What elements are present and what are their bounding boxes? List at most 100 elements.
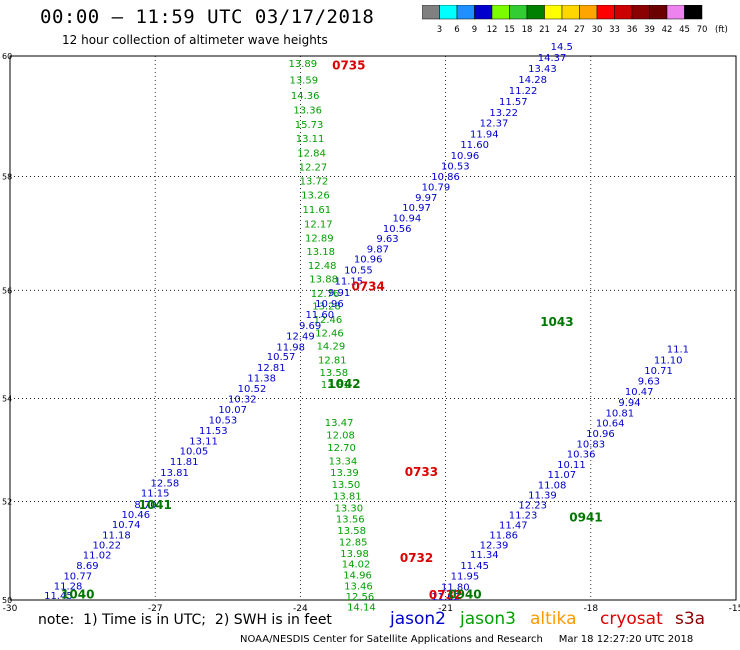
satellite-altika-label: altika <box>530 609 577 629</box>
wave-height-label: 9.87 <box>367 244 389 255</box>
wave-height-label: 10.56 <box>383 224 412 235</box>
wave-height-label: 11.45 <box>44 591 73 602</box>
wave-height-label: 10.22 <box>92 540 121 551</box>
satellite-cryosat-label: cryosat <box>600 609 663 629</box>
wave-height-label: 10.83 <box>576 439 605 450</box>
wave-height-label: 10.53 <box>209 416 238 427</box>
wave-height-label: 10.71 <box>644 366 673 377</box>
wave-height-label: 10.53 <box>441 161 470 172</box>
pass-time-label: 1040 <box>61 588 94 602</box>
lon-tick-label: -24 <box>293 604 308 614</box>
wave-height-label: 10.11 <box>557 460 586 471</box>
wave-height-label: 15.73 <box>295 120 324 131</box>
wave-height-label: 11.80 <box>441 582 470 593</box>
wave-height-label: 11.15 <box>334 277 363 288</box>
wave-height-label: 11.94 <box>470 129 499 140</box>
colorbar-tick-label: 6 <box>454 25 459 35</box>
wave-height-label: 10.07 <box>218 405 247 416</box>
colorbar-tick-label: 27 <box>574 25 585 35</box>
wave-height-label: 8.70 <box>134 500 156 511</box>
wave-height-label: 8.69 <box>76 561 98 572</box>
wave-height-label: 11.23 <box>509 511 538 522</box>
wave-height-label: 10.52 <box>238 384 267 395</box>
wave-height-label: 10.81 <box>606 408 635 419</box>
pass-time-label: 0733 <box>405 465 438 479</box>
wave-height-label: 10.97 <box>402 203 431 214</box>
wave-height-label: 10.64 <box>596 419 625 430</box>
colorbar-tick-label: 12 <box>487 25 498 35</box>
wave-height-label: 13.81 <box>160 468 189 479</box>
wave-height-label: 14.96 <box>343 571 372 582</box>
wave-height-label: 13.39 <box>330 468 359 479</box>
page-title: 00:00 – 11:59 UTC 03/17/2018 <box>40 6 375 28</box>
wave-height-label: 11.1 <box>667 345 689 356</box>
lat-tick-label: 52 <box>2 497 12 506</box>
pass-time-label: 0732 <box>429 588 462 602</box>
wave-height-label: 13.43 <box>528 64 557 75</box>
wave-height-label: 11.38 <box>247 373 276 384</box>
wave-height-label: 11.62 <box>431 592 460 603</box>
wave-height-label: 11.02 <box>83 551 112 562</box>
colorbar-unit: (ft) <box>715 25 728 35</box>
wave-height-label: 9.63 <box>376 234 398 245</box>
wave-height-label: 11.10 <box>654 355 683 366</box>
wave-height-label: 13.30 <box>334 504 363 515</box>
wave-height-label: 13.89 <box>288 59 317 70</box>
wave-height-label: 12.39 <box>480 540 509 551</box>
lat-tick-label: 54 <box>2 394 12 403</box>
wave-height-label: 12.46 <box>314 315 343 326</box>
wave-height-label: 13.18 <box>306 247 335 258</box>
pass-time-label: 0734 <box>351 279 384 293</box>
lat-tick-label: 58 <box>2 172 12 181</box>
wave-height-label: 10.55 <box>344 266 373 277</box>
wave-height-label: 11.98 <box>276 342 305 353</box>
wave-height-label: 13.36 <box>293 105 322 116</box>
colorbar-tick-label: 21 <box>539 25 550 35</box>
satellite-s3a-label: s3a <box>675 609 706 629</box>
pass-time-label: 0940 <box>448 588 481 602</box>
wave-height-label: 10.86 <box>431 172 460 183</box>
pass-time-label: 1041 <box>138 498 171 512</box>
wave-height-label: 13.26 <box>301 191 330 202</box>
wave-height-label: 12.70 <box>327 443 356 454</box>
page-subtitle: 12 hour collection of altimeter wave hei… <box>62 33 328 47</box>
footer-note: note: 1) Time is in UTC; 2) SWH is in fe… <box>38 612 332 628</box>
pass-time-label: 0735 <box>332 59 365 73</box>
wave-height-label: 13.98 <box>340 549 369 560</box>
wave-height-label: 13.72 <box>300 177 329 188</box>
colorbar-tick-label: 18 <box>522 25 533 35</box>
lon-tick-label: -18 <box>583 604 598 614</box>
wave-height-label: 14.14 <box>347 603 376 614</box>
wave-height-label: 12.81 <box>257 363 286 374</box>
wave-height-label: 10.77 <box>63 572 92 583</box>
colorbar-swatch <box>684 5 703 20</box>
wave-height-label: 11.61 <box>303 205 332 216</box>
pass-time-label: 1043 <box>540 315 573 329</box>
wave-height-label: 12.56 <box>346 592 375 603</box>
wave-height-label: 13.58 <box>337 526 366 537</box>
wave-height-label: 14.37 <box>538 53 567 64</box>
colorbar-tick-label: 45 <box>679 25 690 35</box>
wave-height-label: 9.63 <box>638 377 660 388</box>
colorbar-tick-label: 70 <box>697 25 708 35</box>
colorbar-tick-label: 30 <box>592 25 603 35</box>
wave-height-label: 11.81 <box>170 457 199 468</box>
wave-height-label: 11.07 <box>547 470 576 481</box>
wave-height-label: 13.88 <box>309 275 338 286</box>
wave-height-label: 12.27 <box>299 163 328 174</box>
wave-height-label: 12.49 <box>286 332 315 343</box>
wave-height-label: 12.81 <box>318 355 347 366</box>
wave-height-label: 14.28 <box>518 75 547 86</box>
lat-tick-label: 56 <box>2 286 12 295</box>
wave-height-label: 10.46 <box>122 510 151 521</box>
wave-height-label: 12.08 <box>326 431 355 442</box>
wave-height-label: 11.60 <box>305 310 334 321</box>
wave-height-label: 14.29 <box>317 341 346 352</box>
wave-height-label: 10.47 <box>625 387 654 398</box>
wave-height-label: 10.96 <box>354 254 383 265</box>
wave-height-label: 11.22 <box>509 86 538 97</box>
colorbar-tick-label: 15 <box>504 25 515 35</box>
pass-time-label: 0941 <box>569 511 602 525</box>
colorbar-tick-label: 9 <box>472 25 477 35</box>
